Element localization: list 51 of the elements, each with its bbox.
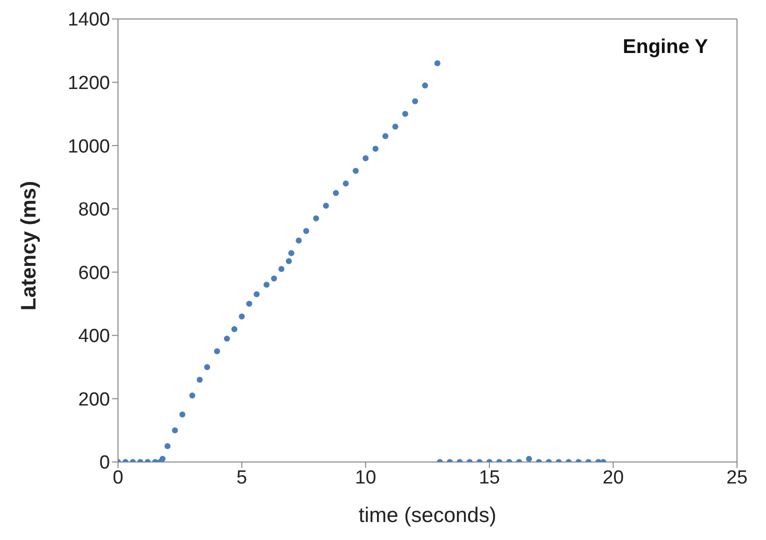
y-tick-label: 0 — [99, 452, 110, 474]
point — [196, 376, 203, 383]
x-tick-label: 15 — [478, 467, 500, 488]
point — [204, 364, 210, 370]
x-tick-label: 10 — [355, 467, 376, 488]
point — [179, 412, 186, 418]
point — [342, 180, 349, 187]
y-tick-label: 200 — [78, 389, 110, 410]
point — [270, 275, 277, 282]
point — [224, 336, 230, 342]
point — [238, 313, 245, 320]
point — [172, 427, 178, 434]
point — [422, 82, 428, 88]
point — [189, 392, 196, 399]
point — [322, 202, 329, 209]
point — [434, 60, 440, 66]
point — [332, 190, 339, 196]
point — [412, 98, 418, 104]
y-tick-label: 800 — [78, 200, 110, 221]
point — [352, 168, 359, 174]
point — [382, 133, 388, 140]
point — [164, 443, 171, 450]
point — [402, 110, 408, 117]
point — [286, 258, 292, 264]
point — [231, 326, 238, 332]
x-tick-label: 25 — [726, 467, 748, 488]
y-tick-label: 400 — [78, 326, 110, 348]
x-tick-label: 5 — [236, 467, 248, 488]
y-tick-label: 1200 — [68, 73, 110, 94]
point — [160, 456, 166, 462]
point — [303, 228, 310, 234]
point — [264, 282, 270, 288]
point — [362, 155, 369, 162]
point — [254, 291, 260, 298]
point — [392, 124, 398, 130]
point — [296, 238, 302, 244]
point — [372, 146, 379, 152]
y-tick-label: 1400 — [68, 10, 110, 31]
point — [526, 456, 532, 462]
point — [313, 215, 320, 222]
point — [278, 266, 284, 272]
text: Engine Y — [622, 36, 708, 59]
x-tick-label: 20 — [602, 467, 624, 488]
x-tick-label: 0 — [112, 467, 124, 488]
x-axis-title: time (seconds) — [358, 504, 496, 527]
y-tick-label: 1000 — [68, 136, 110, 158]
point — [246, 300, 252, 307]
point — [214, 348, 220, 354]
point — [288, 250, 294, 256]
y-tick-label: 600 — [78, 262, 110, 284]
y-axis-title: Latency (ms) — [17, 180, 40, 310]
